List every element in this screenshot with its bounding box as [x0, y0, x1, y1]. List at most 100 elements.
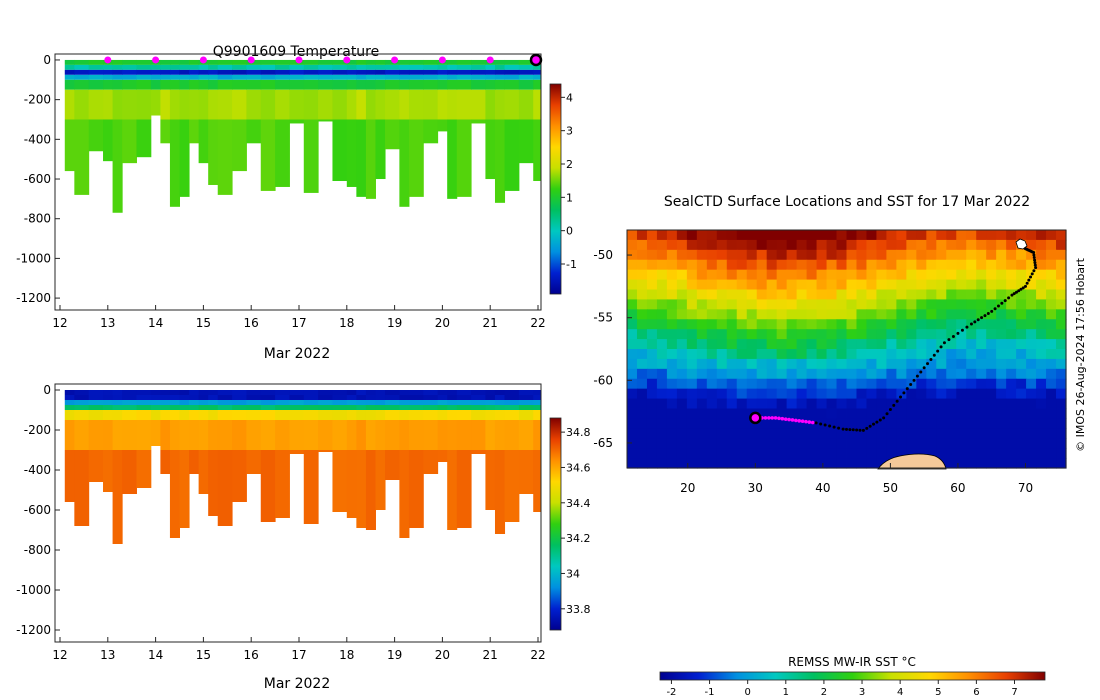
track-point [909, 382, 913, 386]
sst-cell [976, 368, 987, 380]
sst-cell [726, 438, 738, 449]
y-tick-label: -200 [24, 93, 51, 107]
profile-cell [385, 390, 400, 395]
sst-cell [627, 279, 638, 291]
sst-cell [1016, 428, 1027, 439]
track-point [960, 328, 964, 332]
sst-cell [686, 299, 698, 310]
sst-cell [1046, 279, 1057, 291]
profile-cell [365, 420, 376, 450]
sst-cell [836, 279, 848, 291]
sst-cell [836, 269, 848, 281]
sst-cell [786, 418, 798, 429]
sst-cell [946, 418, 957, 429]
profile-cell [232, 420, 247, 450]
sst-cell [896, 259, 907, 271]
profile-cell [189, 420, 200, 450]
profile-cell [385, 410, 400, 420]
profile-cell [208, 450, 219, 516]
sst-cell [856, 398, 868, 410]
temperature-title: Q9901609 Temperature [213, 44, 380, 60]
sst-cell [796, 259, 808, 271]
sst-cell [1026, 418, 1037, 429]
sst-cell [706, 408, 718, 420]
sst-cell [906, 289, 917, 301]
profile-cell [399, 395, 410, 400]
profile-cell [332, 64, 348, 70]
sst-cell [956, 279, 967, 291]
sst-cell [627, 259, 638, 271]
sst-cell [716, 239, 728, 251]
profile-cell [399, 79, 410, 90]
profile-cell [289, 64, 305, 70]
sst-cell [1016, 408, 1027, 420]
sst-cell [726, 299, 738, 310]
profile-cell [289, 74, 305, 80]
profile-cell [179, 405, 190, 410]
profile-cell [375, 119, 386, 180]
sst-cell [996, 279, 1007, 291]
map-x-tick-label: 30 [748, 481, 763, 495]
sst-cell [726, 339, 738, 350]
profile-cell [103, 64, 114, 70]
sst-cell [926, 249, 937, 261]
profile-cell [122, 410, 137, 420]
profile-cell [189, 390, 200, 395]
sst-cell [636, 458, 648, 469]
sst-cell [976, 418, 987, 429]
track-point [888, 408, 892, 412]
profile-cell [518, 59, 534, 65]
map-title: SealCTD Surface Locations and SST for 17… [664, 194, 1030, 210]
sst-cell [966, 428, 977, 439]
sst-cell [816, 458, 828, 469]
sst-cell [856, 408, 868, 420]
sst-cell [816, 428, 828, 439]
sst-colorbar-label: REMSS MW-IR SST °C [788, 655, 916, 669]
sst-cell [646, 418, 658, 429]
sst-cell [826, 358, 838, 370]
sst-cell [666, 259, 678, 271]
sst-cell [736, 329, 748, 340]
current-day-marker [529, 53, 543, 67]
sst-cell [656, 279, 668, 291]
profile-cell [346, 395, 357, 400]
sst-cell [1026, 319, 1037, 330]
map-x-tick-label: 50 [883, 481, 898, 495]
profile-cell [423, 89, 439, 120]
salinity-section-panel: 0-200-400-600-800-1000-1200 12 13 14 15 16 17… [16, 383, 590, 692]
sst-cell [986, 368, 997, 380]
recent-track-point [810, 420, 815, 425]
profile-cell [64, 89, 75, 120]
sst-cell [946, 309, 957, 320]
sst-cell [936, 398, 947, 410]
track-point [823, 423, 827, 427]
salinity-x-label: Mar 2022 [264, 676, 331, 692]
sst-cell [736, 368, 748, 380]
sst-cell [986, 299, 997, 310]
sst-cell [866, 339, 878, 350]
sst-cell [746, 358, 758, 370]
profile-cell [437, 405, 448, 410]
sst-cell [986, 309, 997, 320]
sst-cell [666, 279, 678, 291]
profile-cell [122, 405, 137, 410]
sst-cell [646, 309, 658, 320]
profile-cell [160, 69, 171, 75]
sst-cell [746, 309, 758, 320]
day-marker [391, 56, 399, 64]
profile-cell [332, 420, 348, 450]
sst-cell [686, 249, 698, 261]
sst-cell [776, 279, 788, 291]
sst-cell [696, 319, 708, 330]
profile-cell [217, 420, 233, 450]
sst-cell [836, 309, 848, 320]
sst-cell [806, 249, 818, 261]
sst-cell [716, 388, 728, 400]
sst-cell [926, 398, 937, 410]
sst-cell [996, 358, 1007, 370]
sst-cell [796, 289, 808, 301]
x-tick-label: 15 [196, 648, 211, 662]
sst-cell [956, 309, 967, 320]
profile-cell [346, 64, 357, 70]
sst-cell [996, 438, 1007, 449]
